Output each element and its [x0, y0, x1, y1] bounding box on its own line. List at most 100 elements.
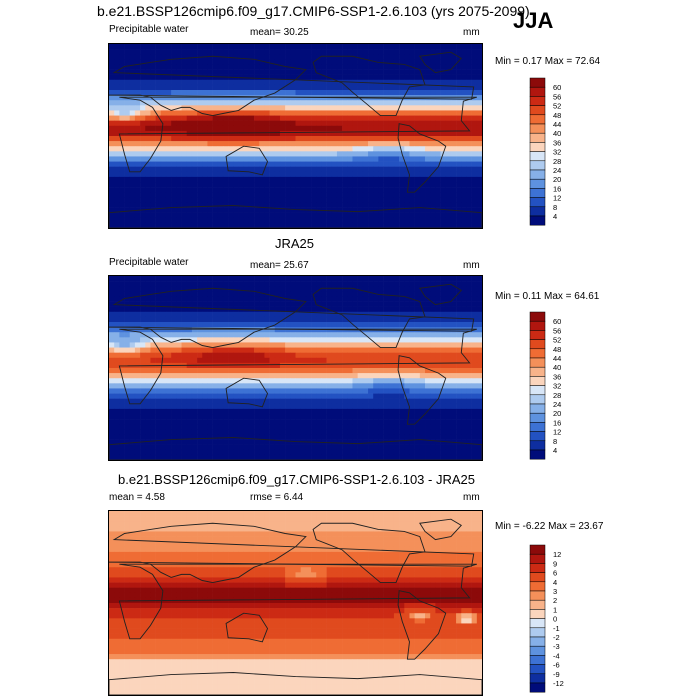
field-cell: [171, 125, 177, 132]
field-cell: [124, 151, 131, 157]
field-cell: [109, 342, 115, 348]
field-cell: [197, 156, 203, 162]
field-cell: [114, 222, 120, 228]
field-cell: [248, 403, 255, 410]
field-cell: [181, 424, 188, 430]
field-cell: [114, 414, 120, 420]
field-cell: [129, 301, 136, 307]
field-cell: [217, 383, 224, 389]
field-cell: [326, 408, 333, 415]
field-cell: [248, 202, 255, 208]
field-cell: [404, 222, 410, 228]
field-cell: [321, 388, 327, 394]
field-cell: [150, 95, 156, 101]
field-cell: [238, 296, 245, 302]
field-cell: [352, 393, 358, 399]
field-cell: [197, 419, 203, 425]
field-cell: [445, 342, 452, 348]
field-cell: [134, 398, 141, 405]
field-cell: [388, 130, 395, 137]
field-cell: [450, 388, 457, 394]
field-cell: [114, 151, 120, 157]
field-cell: [311, 383, 317, 389]
field-cell: [393, 100, 400, 106]
field-cell: [404, 327, 410, 333]
field-cell: [404, 156, 410, 162]
field-cell: [248, 296, 255, 302]
field-cell: [300, 115, 307, 121]
field-cell: [383, 136, 390, 142]
field-cell: [285, 197, 291, 203]
field-cell: [430, 187, 436, 193]
field-cell: [134, 342, 141, 348]
field-cell: [342, 130, 348, 137]
field-cell: [352, 301, 358, 307]
field-cell: [150, 347, 156, 353]
field-cell: [300, 306, 307, 313]
field-cell: [155, 136, 162, 142]
field-cell: [321, 291, 327, 297]
field-cell: [430, 332, 436, 338]
field-cell: [238, 115, 245, 121]
field-cell: [222, 408, 229, 415]
colorbar-tick-label: 20: [553, 175, 561, 184]
field-cell: [129, 79, 136, 86]
field-cell: [134, 352, 141, 359]
field-cell: [456, 44, 462, 50]
field-cell: [409, 306, 415, 313]
field-cell: [285, 146, 291, 152]
field-cell: [388, 166, 395, 173]
field-cell: [228, 182, 234, 188]
field-cell: [243, 414, 250, 420]
field-cell: [393, 202, 400, 208]
field-cell: [238, 222, 245, 228]
field-cell: [347, 120, 353, 127]
field-cell: [419, 316, 426, 323]
field-cell: [419, 90, 426, 96]
field-cell: [259, 357, 265, 364]
field-cell: [233, 187, 239, 193]
field-cell: [347, 217, 353, 224]
field-cell: [373, 176, 379, 183]
field-cell: [186, 64, 193, 70]
field-cell: [430, 408, 436, 415]
field-cell: [134, 202, 141, 208]
field-cell: [129, 100, 136, 106]
field-cell: [222, 182, 229, 188]
field-cell: [383, 296, 390, 302]
field-cell: [414, 59, 421, 65]
field-cell: [321, 424, 327, 430]
field-cell: [197, 64, 203, 70]
field-cell: [419, 393, 426, 399]
field-cell: [347, 388, 353, 394]
field-cell: [476, 146, 482, 152]
field-cell: [285, 403, 291, 410]
field-cell: [445, 64, 452, 70]
field-cell: [409, 311, 415, 318]
field-cell: [176, 327, 182, 333]
field-cell: [165, 311, 172, 318]
field-cell: [264, 419, 270, 425]
field-cell: [336, 64, 343, 70]
field-cell: [119, 429, 125, 435]
field-cell: [419, 156, 426, 162]
field-cell: [233, 393, 239, 399]
field-cell: [233, 301, 239, 307]
field-cell: [476, 187, 482, 193]
field-cell: [228, 419, 234, 425]
field-cell: [248, 291, 255, 297]
field-cell: [254, 207, 260, 213]
field-cell: [145, 192, 151, 198]
field-cell: [274, 64, 281, 70]
field-cell: [352, 378, 358, 384]
field-cell: [181, 74, 188, 81]
field-cell: [254, 383, 260, 389]
field-cell: [222, 322, 229, 328]
field-cell: [352, 296, 358, 302]
field-cell: [295, 434, 301, 440]
field-cell: [191, 136, 198, 142]
field-cell: [352, 281, 358, 287]
field-cell: [160, 79, 167, 86]
field-cell: [165, 187, 172, 193]
field-cell: [212, 383, 219, 389]
